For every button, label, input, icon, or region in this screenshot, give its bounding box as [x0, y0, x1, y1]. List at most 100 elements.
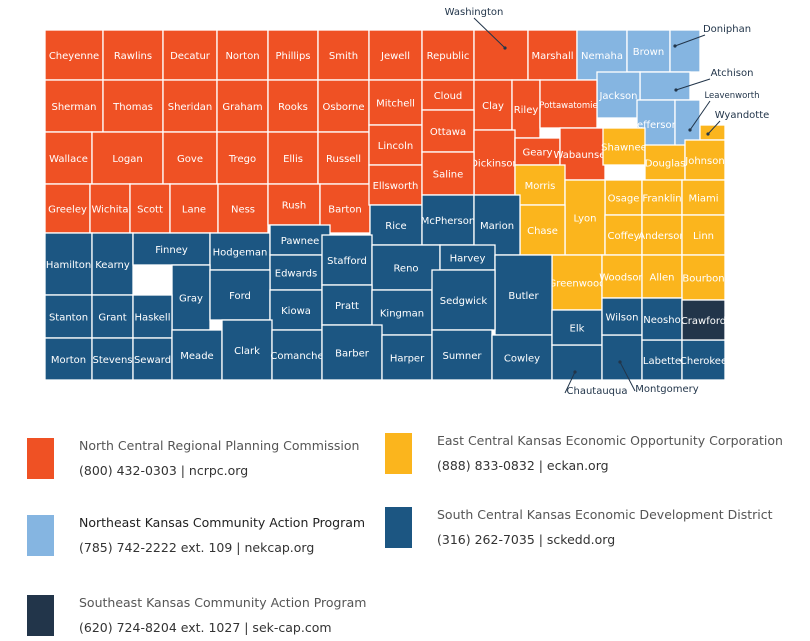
county-rush[interactable]: Rush: [267, 183, 321, 226]
county-harper[interactable]: Harper: [381, 334, 433, 381]
county-finney[interactable]: Finney: [132, 232, 211, 266]
county-jackson[interactable]: Jackson: [596, 71, 641, 119]
county-doniphan[interactable]: Doniphan: [669, 24, 751, 73]
county-stafford[interactable]: Stafford: [321, 234, 373, 286]
county-phillips[interactable]: Phillips: [267, 29, 319, 81]
county-comanche[interactable]: Comanche: [270, 329, 324, 381]
county-label: Osborne: [323, 102, 365, 113]
county-franklin[interactable]: Franklin: [641, 179, 683, 216]
county-elk[interactable]: Elk: [551, 309, 603, 346]
county-grant[interactable]: Grant: [91, 294, 134, 339]
county-norton[interactable]: Norton: [216, 29, 269, 81]
county-johnson[interactable]: Johnson: [684, 139, 726, 181]
county-thomas[interactable]: Thomas: [102, 79, 164, 133]
county-ellsworth[interactable]: Ellsworth: [368, 164, 423, 206]
county-jewell[interactable]: Jewell: [368, 29, 423, 81]
county-brown[interactable]: Brown: [626, 29, 671, 73]
county-allen[interactable]: Allen: [641, 254, 683, 299]
county-harvey[interactable]: Harvey: [439, 244, 496, 271]
county-hamilton[interactable]: Hamilton: [44, 232, 93, 296]
county-lincoln[interactable]: Lincoln: [368, 124, 423, 166]
county-greeley[interactable]: Greeley: [44, 183, 91, 234]
county-seward[interactable]: Seward: [132, 337, 173, 381]
county-saline[interactable]: Saline: [421, 151, 475, 196]
county-wallace[interactable]: Wallace: [44, 131, 93, 185]
county-ottawa[interactable]: Ottawa: [421, 109, 475, 153]
county-osborne[interactable]: Osborne: [317, 79, 370, 133]
county-cloud[interactable]: Cloud: [421, 79, 475, 111]
county-barber[interactable]: Barber: [321, 324, 383, 381]
county-label: Stafford: [327, 256, 367, 267]
county-kiowa[interactable]: Kiowa: [269, 289, 323, 331]
county-montgomery[interactable]: Montgomery: [601, 334, 699, 395]
county-miami[interactable]: Miami: [681, 179, 726, 216]
county-decatur[interactable]: Decatur: [162, 29, 218, 81]
county-woodson[interactable]: Woodson: [599, 254, 645, 299]
county-cheyenne[interactable]: Cheyenne: [44, 29, 104, 81]
county-lyon[interactable]: Lyon: [564, 179, 606, 256]
county-riley[interactable]: Riley: [511, 79, 541, 139]
county-clark[interactable]: Clark: [221, 319, 273, 381]
county-neosho[interactable]: Neosho: [641, 297, 683, 341]
county-ness[interactable]: Ness: [217, 183, 269, 234]
county-stanton[interactable]: Stanton: [44, 294, 93, 339]
county-sedgwick[interactable]: Sedgwick: [431, 269, 496, 331]
county-dickinson[interactable]: Dickinson: [470, 129, 519, 196]
county-meade[interactable]: Meade: [171, 329, 223, 381]
county-reno[interactable]: Reno: [371, 244, 441, 291]
county-douglas[interactable]: Douglas: [644, 144, 686, 181]
county-wilson[interactable]: Wilson: [601, 297, 643, 336]
county-ford[interactable]: Ford: [209, 269, 271, 321]
county-greenwood[interactable]: Greenwood: [548, 254, 606, 311]
county-linn[interactable]: Linn: [681, 214, 726, 256]
county-mitchell[interactable]: Mitchell: [368, 79, 423, 126]
county-gove[interactable]: Gove: [162, 131, 218, 185]
county-cherokee[interactable]: Cherokee: [680, 339, 727, 381]
county-stevens[interactable]: Stevens: [91, 337, 134, 381]
county-rooks[interactable]: Rooks: [267, 79, 319, 133]
county-trego[interactable]: Trego: [216, 131, 269, 185]
county-pratt[interactable]: Pratt: [321, 284, 373, 326]
county-osage[interactable]: Osage: [604, 179, 643, 216]
county-ellis[interactable]: Ellis: [267, 131, 319, 185]
county-sheridan[interactable]: Sheridan: [162, 79, 218, 133]
county-smith[interactable]: Smith: [317, 29, 370, 81]
county-russell[interactable]: Russell: [317, 131, 370, 185]
county-scott[interactable]: Scott: [129, 183, 171, 234]
county-pottawatomie[interactable]: Pottawatomie: [539, 79, 598, 129]
county-gray[interactable]: Gray: [171, 264, 211, 331]
county-cowley[interactable]: Cowley: [491, 334, 553, 381]
county-edwards[interactable]: Edwards: [269, 254, 323, 291]
county-marshall[interactable]: Marshall: [527, 29, 578, 81]
legend-title: East Central Kansas Economic Opportunity…: [437, 433, 783, 448]
county-kearny[interactable]: Kearny: [91, 232, 134, 296]
county-haskell[interactable]: Haskell: [132, 294, 173, 339]
county-graham[interactable]: Graham: [216, 79, 269, 133]
county-atchison[interactable]: Atchison: [639, 68, 753, 101]
county-wyandotte[interactable]: Wyandotte: [699, 110, 769, 141]
county-chase[interactable]: Chase: [519, 204, 566, 256]
county-wichita[interactable]: Wichita: [89, 183, 131, 234]
county-hodgeman[interactable]: Hodgeman: [209, 232, 271, 271]
county-pawnee[interactable]: Pawnee: [269, 224, 331, 256]
county-lane[interactable]: Lane: [169, 183, 219, 234]
county-morton[interactable]: Morton: [44, 337, 93, 381]
county-crawford[interactable]: Crawford: [681, 299, 726, 341]
county-anderson[interactable]: Anderson: [638, 214, 686, 256]
county-rice[interactable]: Rice: [369, 204, 423, 246]
county-butler[interactable]: Butler: [494, 254, 553, 336]
county-logan[interactable]: Logan: [91, 131, 164, 185]
county-coffey[interactable]: Coffey: [604, 214, 643, 256]
county-republic[interactable]: Republic: [421, 29, 475, 81]
county-morris[interactable]: Morris: [514, 164, 566, 206]
county-bourbon[interactable]: Bourbon: [681, 254, 726, 301]
county-clay[interactable]: Clay: [473, 79, 513, 131]
county-labette[interactable]: Labette: [641, 339, 683, 381]
county-shawnee[interactable]: Shawnee: [601, 127, 647, 166]
county-sherman[interactable]: Sherman: [44, 79, 104, 133]
county-shape: [102, 29, 164, 81]
county-mcpherson[interactable]: McPherson: [421, 194, 475, 246]
county-sumner[interactable]: Sumner: [431, 329, 493, 381]
county-chautauqua[interactable]: Chautauqua: [551, 344, 628, 397]
county-rawlins[interactable]: Rawlins: [102, 29, 164, 81]
